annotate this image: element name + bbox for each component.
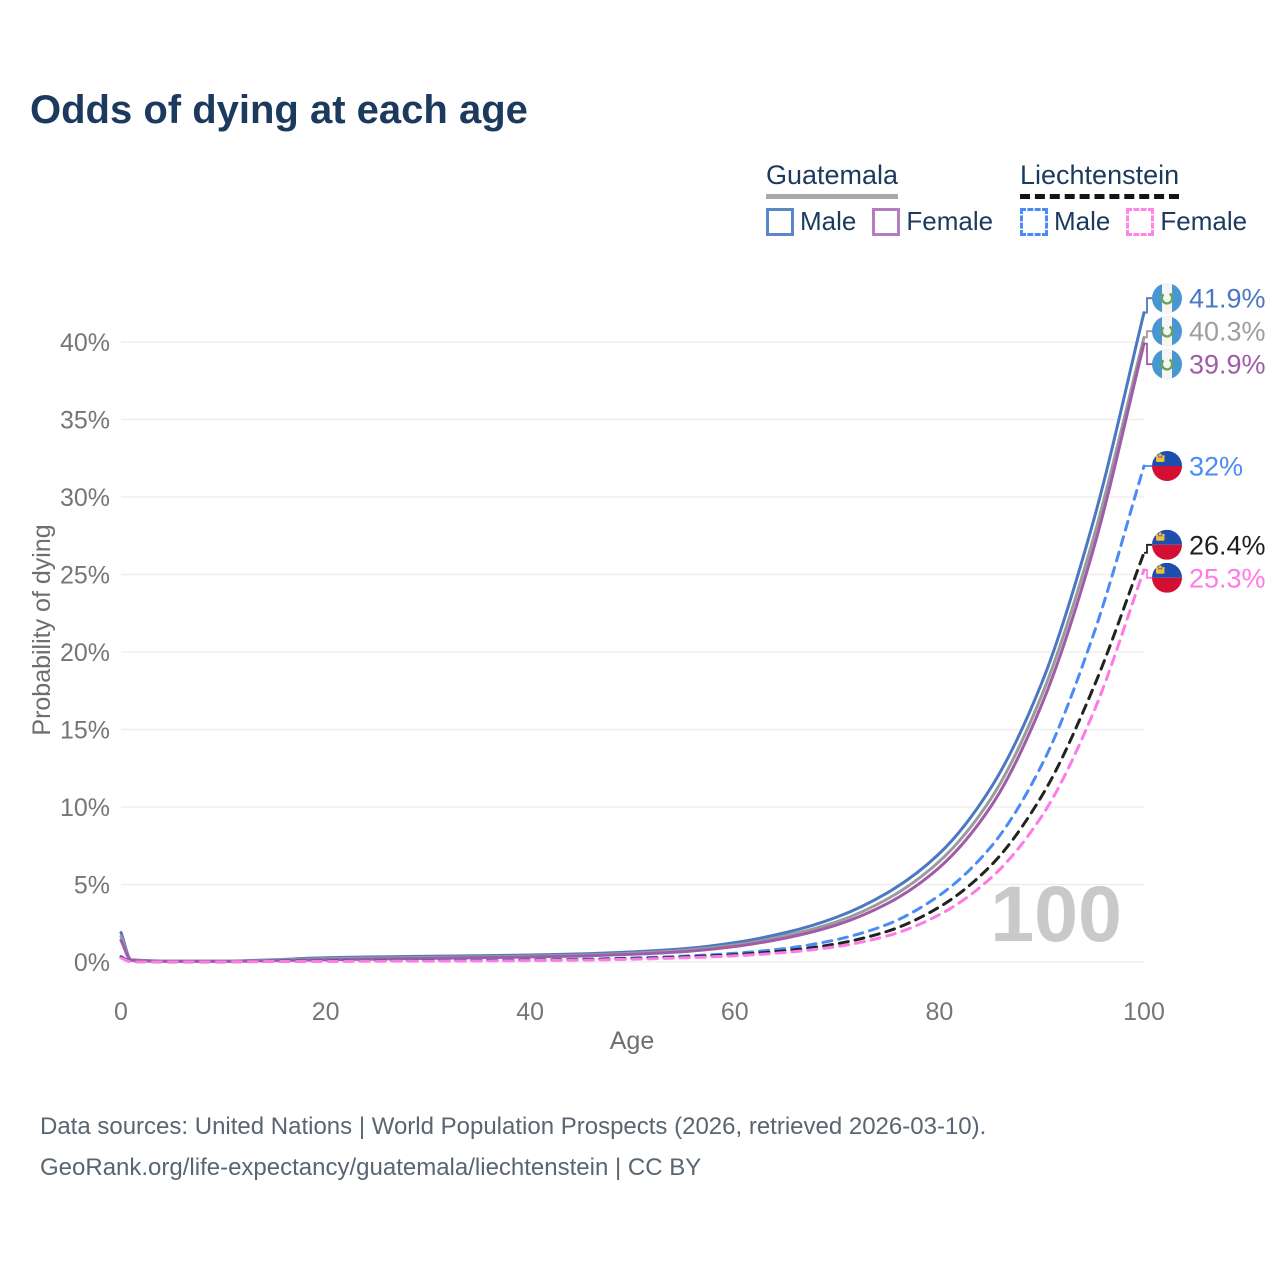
liechtenstein-flag-red bbox=[1152, 577, 1182, 593]
legend-swatch-guatemala-female-icon bbox=[872, 207, 901, 236]
legend-country-guatemala[interactable]: Guatemala bbox=[766, 160, 899, 199]
guatemala-flag-icon bbox=[1152, 283, 1182, 314]
x-tick-label: 20 bbox=[312, 998, 340, 1026]
guatemala-flag-stripe bbox=[1162, 349, 1172, 380]
y-tick-label: 20% bbox=[60, 639, 110, 667]
footer-url-line: GeoRank.org/life-expectancy/guatemala/li… bbox=[40, 1154, 702, 1181]
end-label-leader-guatemala-both bbox=[1144, 330, 1152, 339]
legend-item-guatemala-male[interactable]: Male bbox=[766, 206, 856, 237]
legend-label-liechtenstein-male: Male bbox=[1054, 206, 1111, 236]
end-label-leader-guatemala-female bbox=[1144, 342, 1152, 366]
legend-item-guatemala-female[interactable]: Female bbox=[872, 206, 993, 237]
end-label-leader-liechtenstein-female bbox=[1144, 568, 1152, 579]
guatemala-flag-icon bbox=[1152, 316, 1182, 347]
legend-item-liechtenstein-male[interactable]: Male bbox=[1020, 206, 1110, 237]
liechtenstein-flag-icon bbox=[1152, 451, 1182, 481]
end-label-guatemala-female: 39.9% bbox=[1189, 350, 1266, 380]
legend-swatch-liechtenstein-male-icon bbox=[1020, 207, 1048, 236]
axis-tick-labels: 0% 5% 10% 15% 20% 25% 30% 35% 40% 0 20 40 60 80 100 bbox=[60, 329, 1165, 1026]
curve-liechtenstein-female bbox=[119, 568, 1146, 964]
footer-source-line: Data sources: United Nations | World Pop… bbox=[40, 1113, 987, 1140]
x-tick-label: 0 bbox=[114, 998, 128, 1026]
y-axis-title: Probability of dying bbox=[28, 524, 56, 735]
curve-guatemala-male bbox=[119, 311, 1146, 963]
legend-country-liechtenstein[interactable]: Liechtenstein bbox=[1020, 160, 1180, 199]
x-axis-title: Age bbox=[610, 1027, 654, 1055]
y-tick-label: 15% bbox=[60, 717, 110, 745]
end-label-guatemala-both: 40.3% bbox=[1189, 317, 1266, 347]
page-title: Odds of dying at each age bbox=[30, 88, 528, 132]
legend-label-liechtenstein-female: Female bbox=[1160, 206, 1248, 236]
curves bbox=[119, 311, 1146, 964]
legend-group-liechtenstein: Liechtenstein Male Female bbox=[1020, 160, 1247, 237]
liechtenstein-flag-crown bbox=[1156, 457, 1165, 462]
legend-items-guatemala: Male Female bbox=[766, 206, 993, 237]
x-tick-label: 40 bbox=[516, 998, 544, 1026]
y-tick-label: 30% bbox=[60, 484, 110, 512]
legend-group-guatemala: Guatemala Male Female bbox=[766, 160, 993, 237]
end-label-guatemala-male: 41.9% bbox=[1189, 284, 1266, 314]
watermark-layer: 100 bbox=[990, 869, 1122, 958]
x-tick-label: 80 bbox=[925, 998, 953, 1026]
gridlines bbox=[121, 341, 1144, 963]
legend-label-guatemala-female: Female bbox=[906, 206, 994, 236]
liechtenstein-flag-red bbox=[1152, 466, 1182, 481]
end-label-liechtenstein-male: 32% bbox=[1189, 452, 1243, 482]
y-tick-label: 0% bbox=[74, 949, 110, 977]
guatemala-flag-icon bbox=[1152, 349, 1182, 380]
y-tick-label: 40% bbox=[60, 329, 110, 357]
legend-item-liechtenstein-female[interactable]: Female bbox=[1126, 206, 1247, 237]
liechtenstein-flag-red bbox=[1152, 544, 1182, 560]
end-label-liechtenstein-female: 25.3% bbox=[1189, 563, 1266, 593]
y-tick-label: 25% bbox=[60, 562, 110, 590]
end-labels: 41.9%40.3%39.9% 32% 26.4%25.3% bbox=[1144, 283, 1266, 593]
end-label-leader-liechtenstein-both bbox=[1144, 543, 1152, 554]
end-label-leader-guatemala-male bbox=[1144, 297, 1152, 314]
y-tick-label: 10% bbox=[60, 794, 110, 822]
liechtenstein-flag-crown bbox=[1156, 536, 1165, 541]
curve-guatemala-both bbox=[119, 335, 1146, 963]
x-tick-label: 100 bbox=[1123, 998, 1165, 1026]
legend-swatch-liechtenstein-female-icon bbox=[1126, 207, 1155, 236]
end-label-liechtenstein-both: 26.4% bbox=[1189, 530, 1266, 560]
legend: Guatemala Male Female Liechtenstein Male Fema… bbox=[0, 160, 1280, 250]
y-tick-label: 35% bbox=[60, 407, 110, 435]
legend-swatch-guatemala-male-icon bbox=[766, 207, 794, 236]
liechtenstein-flag-icon bbox=[1152, 529, 1182, 560]
footer: Data sources: United Nations | World Pop… bbox=[40, 1106, 986, 1188]
watermark-age-label: 100 bbox=[990, 869, 1122, 958]
legend-label-guatemala-male: Male bbox=[800, 206, 857, 236]
y-tick-label: 5% bbox=[74, 872, 110, 900]
x-tick-label: 60 bbox=[721, 998, 749, 1026]
liechtenstein-flag-icon bbox=[1152, 562, 1182, 593]
legend-items-liechtenstein: Male Female bbox=[1020, 206, 1247, 237]
guatemala-flag-stripe bbox=[1162, 316, 1172, 347]
liechtenstein-flag-crown bbox=[1156, 569, 1165, 574]
guatemala-flag-stripe bbox=[1162, 283, 1172, 314]
